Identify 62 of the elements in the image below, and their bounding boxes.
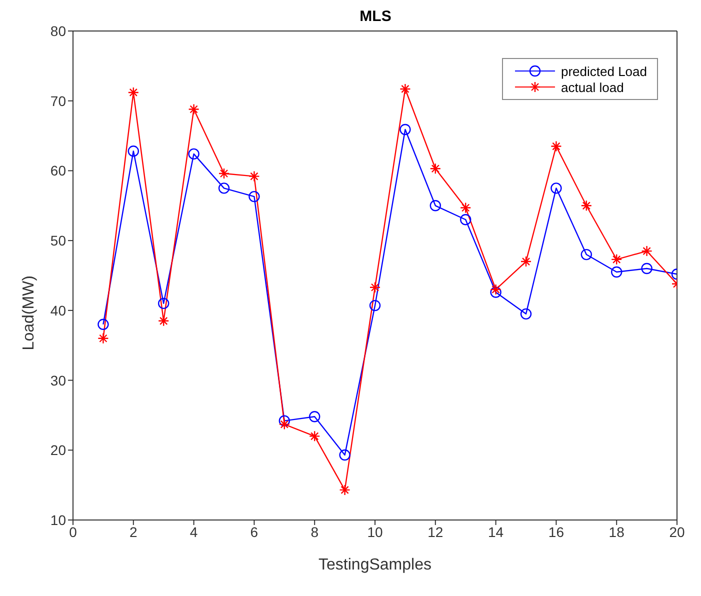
point xyxy=(98,318,109,330)
point xyxy=(400,83,411,95)
point xyxy=(248,190,260,202)
point xyxy=(369,300,381,312)
point xyxy=(490,286,502,298)
point xyxy=(339,449,350,461)
point xyxy=(550,182,562,194)
point xyxy=(128,146,139,157)
y-tick-label: 50 xyxy=(50,232,66,249)
chart-title: MLS xyxy=(360,8,392,25)
point xyxy=(641,245,652,257)
x-tick-label: 2 xyxy=(130,524,138,540)
y-tick-label: 20 xyxy=(50,442,66,458)
x-tick-label: 14 xyxy=(488,524,504,540)
point xyxy=(158,298,170,310)
point xyxy=(278,418,290,430)
point xyxy=(369,282,381,293)
point xyxy=(580,248,592,260)
y-axis-title: Load(MW) xyxy=(20,276,38,350)
x-axis-title: TestingSamples xyxy=(318,556,432,574)
legend-label: predicted Load xyxy=(560,64,647,78)
y-tick-label: 10 xyxy=(50,512,66,528)
x-tick-label: 12 xyxy=(428,524,444,540)
y-tick-label: 30 xyxy=(50,372,66,388)
point xyxy=(188,148,200,160)
point xyxy=(520,308,532,320)
x-tick-label: 10 xyxy=(367,524,383,540)
x-tick-label: 8 xyxy=(310,524,319,540)
x-tick-label: 20 xyxy=(669,524,685,540)
point xyxy=(460,202,472,214)
point xyxy=(309,430,320,442)
y-tick-label: 40 xyxy=(50,302,66,318)
point xyxy=(158,315,170,327)
point xyxy=(218,168,230,180)
point xyxy=(188,104,200,115)
point xyxy=(641,262,652,274)
point xyxy=(98,332,109,344)
point xyxy=(520,256,532,268)
point xyxy=(278,415,290,426)
x-tick-label: 0 xyxy=(69,524,78,540)
x-tick-label: 16 xyxy=(548,524,564,540)
x-tick-label: 6 xyxy=(250,524,258,540)
point xyxy=(611,254,622,266)
point xyxy=(339,484,350,496)
point xyxy=(309,411,320,422)
legend-label: actual load xyxy=(560,80,624,94)
point xyxy=(550,140,562,152)
point xyxy=(580,200,592,212)
point xyxy=(490,284,502,296)
point xyxy=(460,214,472,226)
point xyxy=(430,200,441,212)
point xyxy=(400,124,411,136)
y-tick-label: 80 xyxy=(50,22,66,39)
x-tick-label: 4 xyxy=(190,524,198,540)
point xyxy=(611,266,622,278)
point xyxy=(218,182,230,194)
point xyxy=(248,170,260,182)
y-tick-label: 60 xyxy=(50,162,66,179)
x-tick-label: 18 xyxy=(608,524,625,540)
point xyxy=(128,86,139,98)
y-tick-label: 70 xyxy=(50,92,66,109)
point xyxy=(430,163,441,174)
